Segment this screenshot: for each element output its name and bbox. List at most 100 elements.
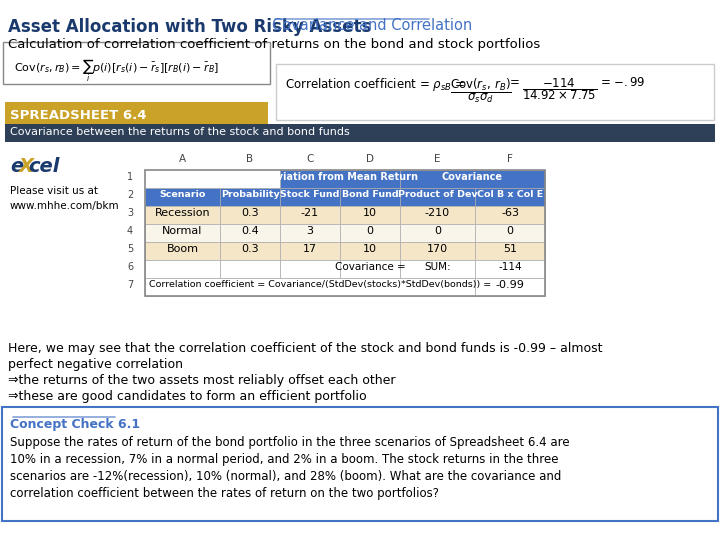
Text: ⇒these are good candidates to form an efficient portfolio: ⇒these are good candidates to form an ef… <box>8 390 366 403</box>
Text: 0: 0 <box>506 226 513 236</box>
Text: Concept Check 6.1: Concept Check 6.1 <box>10 418 140 431</box>
Bar <box>475 242 545 260</box>
Bar <box>280 224 340 242</box>
Text: A: A <box>179 154 186 164</box>
Text: Covariance =: Covariance = <box>335 262 405 272</box>
Text: 0.3: 0.3 <box>241 208 258 218</box>
Text: SUM:: SUM: <box>424 262 451 272</box>
FancyBboxPatch shape <box>3 42 270 84</box>
Text: 1: 1 <box>127 172 133 182</box>
Bar <box>220 260 280 278</box>
Bar <box>145 242 220 260</box>
Text: Correlation coefficient = $\rho_{sB}$ =: Correlation coefficient = $\rho_{sB}$ = <box>285 76 465 93</box>
Text: Asset Allocation with Two Risky Assets: Asset Allocation with Two Risky Assets <box>8 18 372 36</box>
Text: -63: -63 <box>501 208 519 218</box>
Text: 51: 51 <box>503 244 517 254</box>
Text: 10: 10 <box>363 244 377 254</box>
Bar <box>475 278 545 296</box>
Bar <box>340 188 400 206</box>
Bar <box>280 242 340 260</box>
Text: 5: 5 <box>127 244 133 254</box>
Text: 170: 170 <box>427 244 448 254</box>
Text: D: D <box>366 154 374 164</box>
Bar <box>220 224 280 242</box>
Bar <box>400 260 475 278</box>
Bar <box>145 278 475 296</box>
Bar <box>145 260 220 278</box>
Bar <box>280 260 340 278</box>
Text: Scenario: Scenario <box>159 190 206 199</box>
Text: Covariance: Covariance <box>442 172 503 182</box>
Text: Bond Fund: Bond Fund <box>342 190 398 199</box>
Text: B: B <box>246 154 253 164</box>
Text: Stock Fund: Stock Fund <box>280 190 340 199</box>
Text: 4: 4 <box>127 226 133 236</box>
Text: 7: 7 <box>127 280 133 290</box>
Bar <box>280 188 340 206</box>
Text: C: C <box>306 154 314 164</box>
Text: X: X <box>19 157 34 176</box>
Text: 2: 2 <box>127 190 133 200</box>
Bar <box>5 102 268 124</box>
Bar <box>220 188 280 206</box>
Bar <box>340 242 400 260</box>
FancyBboxPatch shape <box>2 407 718 521</box>
Text: perfect negative correlation: perfect negative correlation <box>8 358 183 371</box>
Text: e: e <box>10 157 23 176</box>
Text: Covariance and Correlation: Covariance and Correlation <box>272 18 472 33</box>
Text: $\dfrac{\mathrm{Cov}(r_s,\,r_B)}{\sigma_s\sigma_d}$: $\dfrac{\mathrm{Cov}(r_s,\,r_B)}{\sigma_… <box>450 76 512 105</box>
Text: Col B x Col E: Col B x Col E <box>477 190 543 199</box>
Bar <box>340 260 400 278</box>
Text: E: E <box>434 154 441 164</box>
Bar <box>400 242 475 260</box>
Text: 17: 17 <box>303 244 317 254</box>
Bar <box>145 224 220 242</box>
Bar <box>340 224 400 242</box>
Text: -114: -114 <box>498 262 522 272</box>
Bar <box>400 188 475 206</box>
Text: cel: cel <box>28 157 59 176</box>
Text: scenarios are -12%(recession), 10% (normal), and 28% (boom). What are the covari: scenarios are -12%(recession), 10% (norm… <box>10 470 562 483</box>
Text: 0.3: 0.3 <box>241 244 258 254</box>
Text: $\mathrm{Cov}(r_s,r_B)=\sum_i p(i)[r_s(i)-\bar{r}_s][r_B(i)-\bar{r}_B]$: $\mathrm{Cov}(r_s,r_B)=\sum_i p(i)[r_s(i… <box>14 57 219 84</box>
Text: Correlation coefficient = Covariance/(StdDev(stocks)*StdDev(bonds)) =: Correlation coefficient = Covariance/(St… <box>149 280 491 289</box>
Text: Here, we may see that the correlation coefficient of the stock and bond funds is: Here, we may see that the correlation co… <box>8 342 603 355</box>
Text: correlation coefficient between the rates of return on the two portfolios?: correlation coefficient between the rate… <box>10 487 439 500</box>
Bar <box>400 170 545 188</box>
Bar <box>400 224 475 242</box>
Text: 6: 6 <box>127 262 133 272</box>
Bar <box>475 188 545 206</box>
Text: -210: -210 <box>425 208 450 218</box>
Text: 3: 3 <box>127 208 133 218</box>
Text: 10% in a recession, 7% in a normal period, and 2% in a boom. The stock returns i: 10% in a recession, 7% in a normal perio… <box>10 453 559 466</box>
Bar <box>145 206 220 224</box>
Bar <box>220 242 280 260</box>
Text: 0: 0 <box>434 226 441 236</box>
Text: Recession: Recession <box>155 208 210 218</box>
Bar <box>475 206 545 224</box>
Text: Please visit us at
www.mhhe.com/bkm: Please visit us at www.mhhe.com/bkm <box>10 186 120 211</box>
Text: 0: 0 <box>366 226 374 236</box>
Text: $\dfrac{-114}{14.92\times7.75}$: $\dfrac{-114}{14.92\times7.75}$ <box>522 76 597 102</box>
Bar <box>280 206 340 224</box>
Bar <box>5 124 715 142</box>
Bar <box>280 170 400 188</box>
Text: F: F <box>507 154 513 164</box>
Bar <box>400 206 475 224</box>
Bar <box>475 260 545 278</box>
Text: ⇒the returns of the two assets most reliably offset each other: ⇒the returns of the two assets most reli… <box>8 374 395 387</box>
Bar <box>340 206 400 224</box>
Text: 3: 3 <box>307 226 313 236</box>
Text: SPREADSHEET 6.4: SPREADSHEET 6.4 <box>10 109 146 122</box>
Text: Normal: Normal <box>162 226 203 236</box>
Bar <box>220 206 280 224</box>
Text: 0.4: 0.4 <box>241 226 259 236</box>
Text: Covariance between the returns of the stock and bond funds: Covariance between the returns of the st… <box>10 127 350 137</box>
Bar <box>145 170 545 296</box>
Text: 10: 10 <box>363 208 377 218</box>
Text: Calculation of correlation coefficient of returns on the bond and stock portfoli: Calculation of correlation coefficient o… <box>8 38 540 51</box>
Text: Boom: Boom <box>166 244 199 254</box>
Text: Deviation from Mean Return: Deviation from Mean Return <box>262 172 418 182</box>
Text: = $-.99$: = $-.99$ <box>600 76 646 89</box>
Text: -21: -21 <box>301 208 319 218</box>
